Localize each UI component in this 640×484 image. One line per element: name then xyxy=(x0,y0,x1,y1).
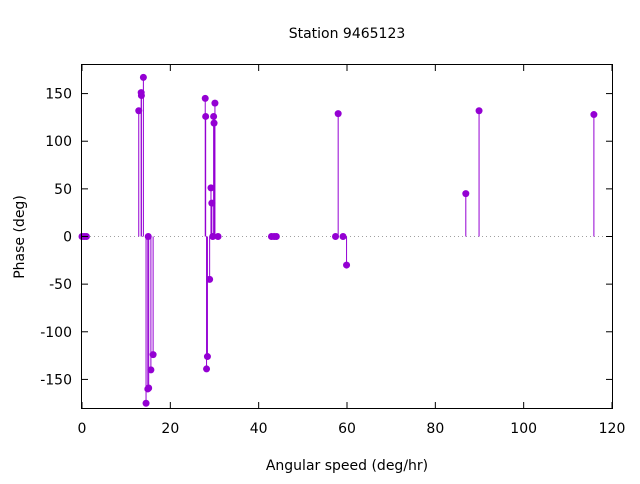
y-tick-label: 150 xyxy=(45,87,72,103)
y-axis-label: Phase (deg) xyxy=(12,195,28,279)
data-point xyxy=(339,233,347,240)
data-point xyxy=(332,233,340,240)
data-point xyxy=(135,107,143,115)
data-point xyxy=(206,275,214,283)
y-tick-label: -100 xyxy=(40,325,72,341)
data-point xyxy=(144,233,152,240)
data-point xyxy=(590,111,598,119)
data-point xyxy=(139,73,147,81)
data-point xyxy=(462,190,470,198)
data-point xyxy=(201,94,209,102)
impulse-layer xyxy=(138,77,595,404)
data-point xyxy=(209,233,217,240)
x-tick-label: 40 xyxy=(250,421,268,437)
data-point xyxy=(203,353,211,361)
x-axis-label: Angular speed (deg/hr) xyxy=(266,458,428,474)
x-tick-label: 80 xyxy=(426,421,444,437)
x-tick-label: 60 xyxy=(338,421,356,437)
plot-frame xyxy=(81,64,613,409)
chart-title: Station 9465123 xyxy=(289,26,406,42)
data-point xyxy=(272,233,280,240)
x-tick-label: 120 xyxy=(599,421,626,437)
data-point xyxy=(137,91,145,99)
data-point xyxy=(343,261,351,269)
point-layer xyxy=(78,73,598,407)
data-point xyxy=(203,365,211,373)
data-point xyxy=(214,233,222,240)
y-tick-label: 100 xyxy=(45,134,72,150)
y-tick-label: 50 xyxy=(54,182,72,198)
x-tick-label: 20 xyxy=(161,421,179,437)
data-point xyxy=(210,119,218,127)
y-tick-label: 0 xyxy=(63,230,72,246)
x-tick-label: 100 xyxy=(510,421,537,437)
tick-layer: 0 20 40 60 80 100 120 -150 -100 -50 0 50 100 150 xyxy=(40,65,625,437)
data-point xyxy=(147,366,155,374)
y-tick-label: -50 xyxy=(49,277,72,293)
data-point xyxy=(145,384,153,392)
data-point xyxy=(211,99,219,107)
data-point xyxy=(210,112,218,120)
data-point xyxy=(208,199,216,207)
y-tick-label: -150 xyxy=(40,372,72,388)
data-point xyxy=(202,112,210,120)
data-point xyxy=(207,184,215,192)
data-point xyxy=(149,351,157,359)
data-point xyxy=(334,110,342,118)
data-point xyxy=(142,399,150,407)
data-point xyxy=(475,107,483,115)
x-tick-label: 0 xyxy=(78,421,87,437)
